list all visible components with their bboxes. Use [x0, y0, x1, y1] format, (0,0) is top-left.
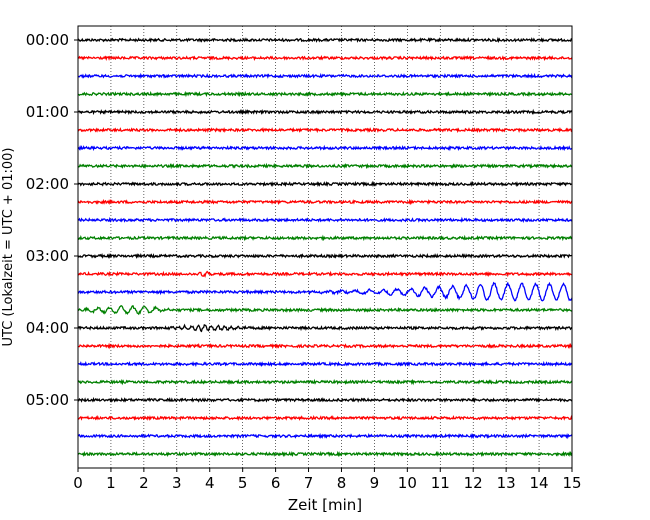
trace-0100 — [77, 108, 573, 116]
trace-0400 — [77, 323, 573, 333]
trace-0430 — [77, 360, 573, 368]
x-tick-label-8: 8 — [337, 474, 347, 492]
x-tick-label-7: 7 — [304, 474, 314, 492]
trace-0215 — [77, 198, 573, 206]
y-tick-label-0300: 03:00 — [26, 247, 69, 265]
trace-0015 — [77, 54, 573, 62]
x-axis-ticks: 0 1 2 3 4 5 6 7 8 9 10 11 12 13 14 15 — [73, 468, 582, 492]
trace-0530 — [77, 432, 573, 440]
trace-0330 — [77, 281, 573, 302]
x-tick-label-2: 2 — [139, 474, 149, 492]
trace-0300 — [77, 252, 573, 260]
trace-0545 — [77, 450, 573, 458]
x-axis-label: Zeit [min] — [288, 496, 362, 514]
x-tick-label-5: 5 — [238, 474, 248, 492]
trace-0230 — [77, 216, 573, 224]
y-tick-label-0500: 05:00 — [26, 391, 69, 409]
axes-frame — [77, 25, 573, 469]
y-axis-ticks: 00:00 01:00 02:00 03:00 04:00 05:00 — [26, 31, 78, 409]
trace-0200 — [77, 180, 573, 188]
x-tick-label-15: 15 — [562, 474, 581, 492]
y-tick-label-0000: 00:00 — [26, 31, 69, 49]
trace-0445 — [77, 378, 573, 386]
y-tick-label-0200: 02:00 — [26, 175, 69, 193]
trace-0030 — [77, 72, 573, 79]
trace-0515 — [77, 415, 573, 422]
trace-0345 — [77, 304, 573, 316]
trace-0115 — [77, 127, 573, 134]
x-tick-label-11: 11 — [431, 474, 450, 492]
trace-0000 — [77, 36, 573, 44]
x-tick-label-6: 6 — [271, 474, 281, 492]
y-tick-label-0400: 04:00 — [26, 319, 69, 337]
trace-0415 — [77, 342, 573, 350]
x-tick-label-4: 4 — [205, 474, 215, 492]
x-tick-label-3: 3 — [172, 474, 182, 492]
x-tick-label-1: 1 — [106, 474, 116, 492]
y-axis-label: UTC (Lokalzeit = UTC + 01:00) — [1, 148, 16, 347]
x-tick-label-12: 12 — [464, 474, 483, 492]
seismogram-traces — [77, 36, 573, 458]
trace-0245 — [77, 234, 573, 242]
trace-0145 — [77, 162, 573, 170]
trace-0130 — [77, 144, 573, 152]
x-tick-label-14: 14 — [530, 474, 549, 492]
trace-0315 — [77, 270, 573, 278]
x-tick-label-10: 10 — [398, 474, 417, 492]
x-tick-label-13: 13 — [497, 474, 516, 492]
x-tick-label-9: 9 — [370, 474, 380, 492]
y-tick-label-0100: 01:00 — [26, 103, 69, 121]
x-tick-label-0: 0 — [73, 474, 83, 492]
trace-0045 — [77, 90, 573, 98]
trace-0500 — [77, 396, 573, 404]
